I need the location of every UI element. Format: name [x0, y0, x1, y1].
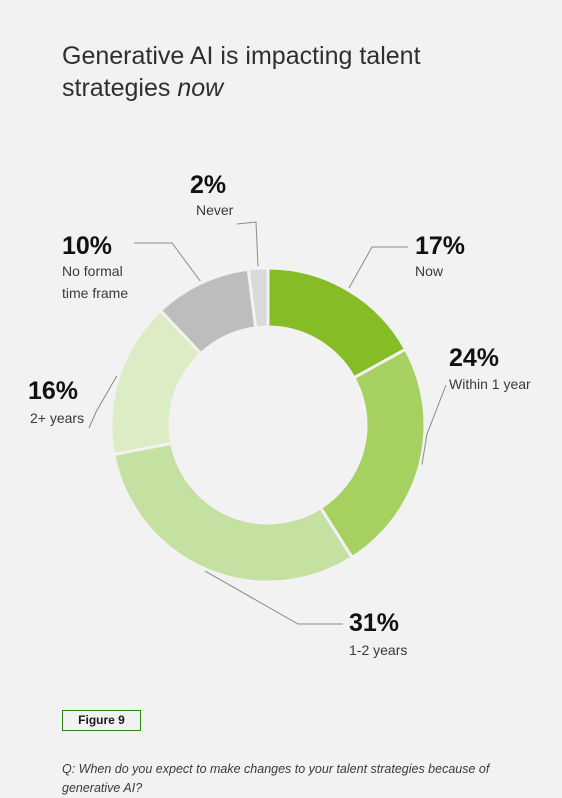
title-emphasis: now [177, 74, 224, 102]
pct-2-plus-years: 16% [28, 377, 78, 405]
leader-line-1-2-years [204, 570, 343, 625]
pct-never: 2% [190, 171, 226, 199]
leader-line-within-1-year [421, 384, 447, 465]
title-main: Generative AI is impacting talent strate… [62, 42, 421, 102]
leader-lines [88, 221, 447, 625]
label-no-formal-time-frame: No formal time frame [62, 263, 128, 301]
pct-now: 17% [415, 232, 465, 260]
label-no-formal-line2: time frame [62, 285, 128, 301]
chart-title: Generative AI is impacting talent strate… [62, 40, 532, 104]
pct-no-formal-time-frame: 10% [62, 232, 112, 260]
leader-line-now [348, 246, 408, 289]
survey-question: Q: When do you expect to make changes to… [62, 762, 490, 795]
label-2-plus-years: 2+ years [30, 410, 84, 426]
slice-never [246, 266, 270, 330]
slice-within-1-year [318, 347, 427, 560]
donut-chart: 17% Now 24% Within 1 year 31% 1-2 years … [28, 171, 531, 658]
pct-within-1-year: 24% [449, 344, 499, 372]
figure-label: Figure 9 [62, 710, 141, 731]
label-within-1-year: Within 1 year [449, 376, 531, 392]
label-never: Never [196, 202, 234, 218]
label-no-formal-line1: No formal [62, 263, 123, 279]
label-now: Now [415, 263, 444, 279]
pct-1-2-years: 31% [349, 609, 399, 637]
leader-line-no-formal-time-frame [134, 242, 201, 282]
leader-line-never [236, 221, 259, 267]
leader-line-2-years [88, 375, 118, 429]
label-1-2-years: 1-2 years [349, 642, 407, 658]
slice-1-2-years [112, 441, 355, 584]
donut-slices [109, 266, 427, 584]
